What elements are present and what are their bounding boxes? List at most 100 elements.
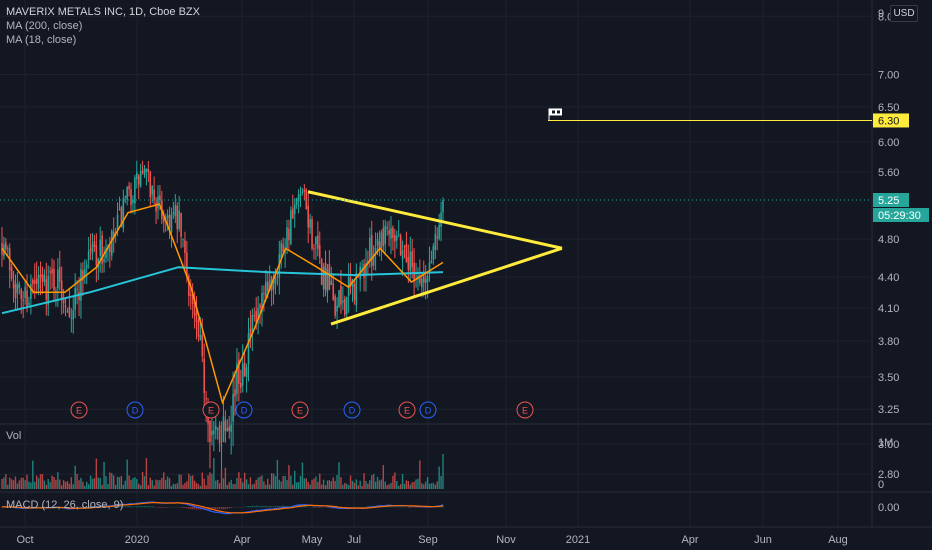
macd-histogram-bar — [407, 507, 410, 508]
candle-body — [22, 299, 24, 301]
candle-body — [203, 358, 206, 394]
y-tick-label: 7.00 — [878, 70, 899, 82]
candle-body — [24, 286, 26, 299]
candle-body — [122, 198, 125, 229]
volume-bar — [97, 477, 99, 489]
candle-body — [309, 218, 311, 228]
volume-bar — [132, 478, 134, 489]
candle-body — [272, 279, 275, 290]
macd-histogram-bar — [139, 506, 142, 508]
candle-body — [32, 280, 34, 285]
x-tick-label: Oct — [16, 534, 33, 546]
volume-bar — [403, 483, 406, 489]
macd-histogram-bar — [320, 507, 323, 508]
volume-bar — [82, 481, 84, 489]
candle-body — [286, 227, 288, 249]
volume-bar — [111, 473, 113, 489]
volume-legend[interactable]: Vol — [6, 430, 22, 442]
volume-bar — [407, 481, 410, 489]
candle-body — [101, 235, 103, 264]
volume-bar — [409, 484, 411, 489]
volume-bar — [330, 481, 333, 489]
y-tick-label: 2.80 — [878, 469, 899, 481]
ma200-legend[interactable]: MA (200, close) — [6, 20, 83, 32]
macd-histogram-bar — [349, 507, 352, 508]
volume-bar — [384, 481, 386, 489]
last-price-label: 5.25 — [878, 195, 899, 207]
macd-histogram-bar — [184, 507, 186, 508]
candle-body — [424, 278, 427, 284]
candle-body — [261, 293, 263, 312]
volume-tick: 0 — [878, 479, 884, 491]
candle-body — [361, 268, 363, 270]
volume-bar — [197, 484, 200, 489]
candle-body — [26, 290, 28, 307]
volume-bar — [30, 482, 32, 489]
candle-body — [370, 234, 373, 267]
macd-histogram-bar — [86, 506, 88, 508]
candle-body — [338, 290, 340, 308]
symbol-title[interactable]: MAVERIX METALS INC, 1D, Cboe BZX — [6, 6, 200, 18]
macd-histogram-bar — [365, 506, 367, 508]
volume-bar — [191, 475, 194, 489]
candle-body — [288, 228, 290, 241]
volume-bar — [78, 480, 80, 489]
volume-bar — [66, 481, 69, 489]
volume-bar — [438, 466, 440, 489]
candle-body — [82, 270, 84, 281]
macd-histogram-bar — [190, 507, 192, 510]
candle-body — [95, 245, 98, 266]
triangle-drawing[interactable] — [0, 108, 872, 326]
macd-histogram-bar — [409, 507, 411, 508]
candle-body — [374, 247, 377, 255]
volume-bar — [336, 474, 338, 489]
candle-body — [174, 205, 177, 217]
volume-bar — [263, 481, 265, 489]
volume-bar — [382, 465, 385, 489]
macd-histogram-bar — [180, 507, 182, 508]
svg-text:E: E — [404, 406, 410, 416]
ma18-legend[interactable]: MA (18, close) — [6, 34, 77, 46]
candle-body — [228, 426, 231, 431]
volume-bar — [421, 483, 423, 489]
svg-text:E: E — [76, 406, 82, 416]
candle-body — [43, 274, 46, 282]
macd-histogram-bar — [205, 507, 207, 510]
macd-histogram-bar — [188, 507, 190, 509]
candle-body — [222, 416, 225, 442]
volume-bar — [426, 477, 429, 489]
candle-body — [137, 175, 140, 185]
volume-bar — [361, 485, 363, 489]
candle-body — [162, 218, 165, 222]
candle-body — [390, 228, 392, 239]
volume-bar — [372, 473, 375, 489]
volume-bar — [240, 478, 242, 489]
currency-button[interactable]: USD — [890, 5, 918, 22]
volume-bar — [76, 474, 78, 489]
volume-bar — [401, 474, 404, 489]
volume-bar — [249, 477, 252, 489]
volume-bar — [346, 483, 348, 489]
dividend-marker: D — [126, 401, 144, 419]
candle-body — [151, 186, 154, 195]
volume-bar — [151, 480, 153, 489]
volume-bar — [39, 474, 42, 489]
candle-body — [189, 294, 192, 296]
macd-histogram-bar — [243, 506, 246, 508]
volume-bar — [238, 472, 240, 489]
candle-body — [28, 303, 30, 305]
volume-bar — [149, 477, 151, 489]
candle-body — [305, 189, 308, 209]
y-tick-label: 9 — [878, 8, 884, 20]
macd-histogram-bar — [130, 506, 132, 508]
candle-body — [159, 195, 161, 200]
grid — [0, 0, 932, 528]
volume-bar — [184, 482, 186, 489]
macd-legend[interactable]: MACD (12, 26, close, 9) — [6, 499, 124, 511]
macd-histogram-bar — [245, 506, 248, 508]
candle-body — [253, 315, 256, 317]
macd-histogram-bar — [215, 507, 217, 510]
volume-bar — [313, 478, 315, 489]
